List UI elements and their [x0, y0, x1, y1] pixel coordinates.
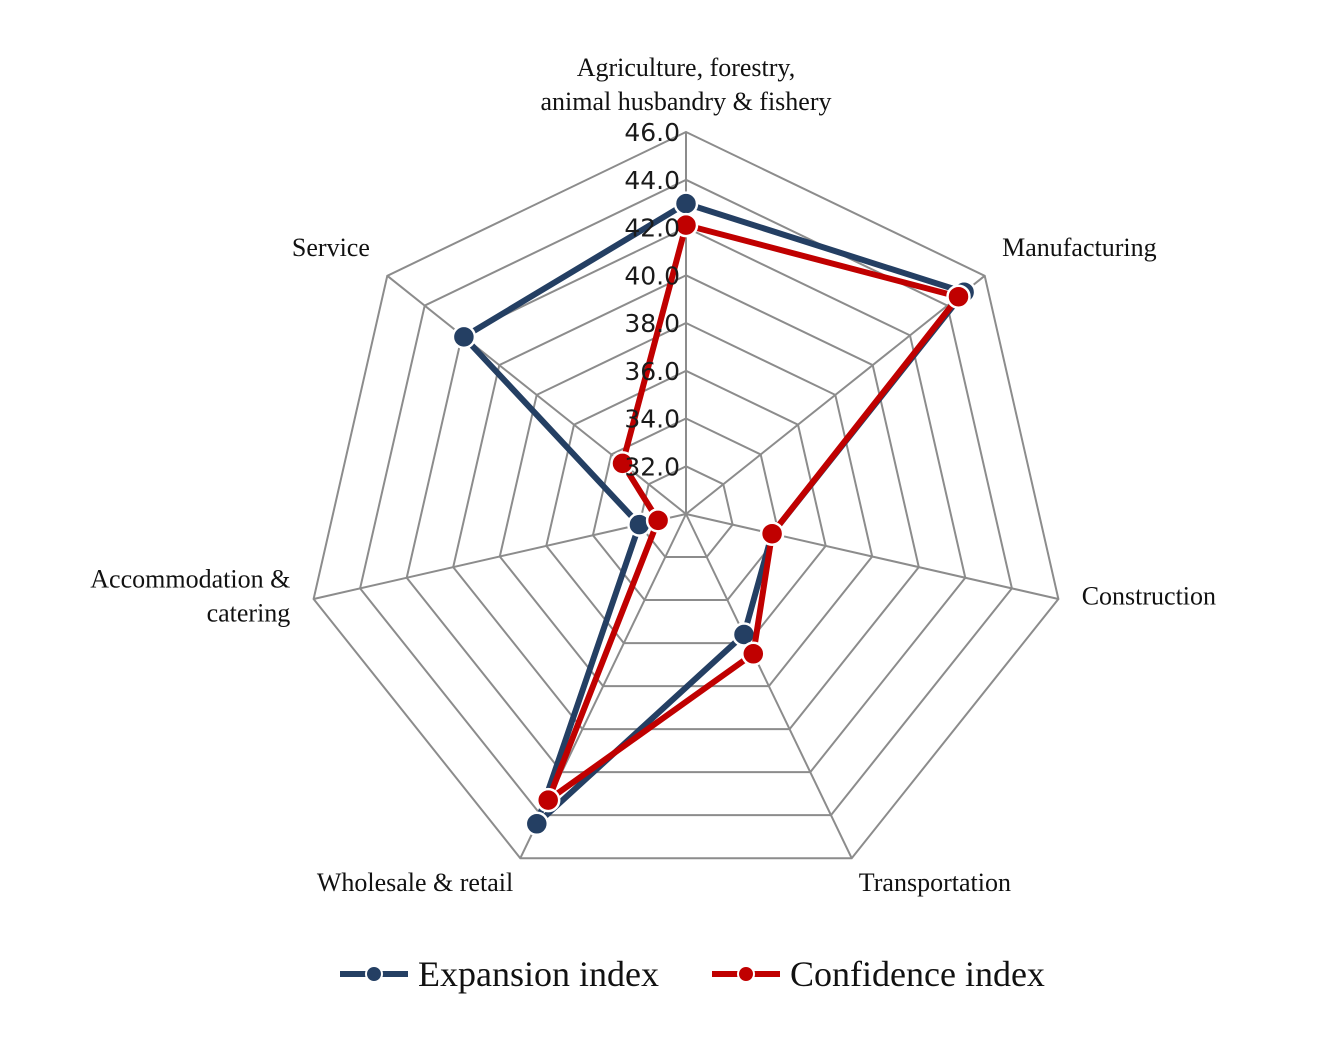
category-label-4: Wholesale & retail — [317, 868, 513, 897]
data-point-1-4 — [535, 787, 561, 813]
data-point-1-6 — [610, 451, 635, 476]
data-point-0-6 — [451, 324, 477, 350]
category-label-line: Manufacturing — [1002, 233, 1157, 262]
tick-label: 42.0 — [624, 214, 680, 243]
data-series — [451, 191, 977, 837]
legend-entry-1: Confidence index — [712, 954, 1045, 994]
category-label-line: Construction — [1082, 582, 1216, 611]
legend-swatch-marker — [365, 965, 383, 983]
tick-label: 40.0 — [624, 261, 680, 290]
category-label-line: Agriculture, forestry, — [577, 53, 796, 82]
category-label-line: Service — [292, 233, 370, 262]
data-point-1-3 — [741, 641, 766, 667]
data-point-1-0 — [673, 212, 699, 238]
category-label-line: catering — [207, 599, 291, 628]
data-point-1-1 — [946, 284, 971, 309]
radar-grid — [312, 130, 1060, 860]
grid-ring-5 — [405, 226, 967, 774]
data-point-1-5 — [645, 508, 671, 533]
data-point-1-2 — [759, 521, 785, 546]
tick-label: 34.0 — [624, 405, 680, 434]
legend: Expansion index Confidence index — [340, 954, 1045, 994]
tick-label: 38.0 — [624, 309, 680, 338]
category-label-line: animal husbandry & fishery — [541, 87, 832, 116]
legend-label: Expansion index — [418, 954, 659, 994]
series-1 — [535, 212, 971, 813]
tick-label: 44.0 — [624, 166, 680, 195]
tick-label: 32.0 — [624, 452, 680, 481]
grid-ring-6 — [359, 178, 1013, 817]
grid-spoke-1 — [685, 275, 986, 515]
category-label-1: Manufacturing — [1002, 233, 1157, 262]
data-point-0-0 — [673, 191, 699, 216]
category-label-line: Transportation — [859, 868, 1011, 897]
category-label-6: Service — [292, 233, 370, 262]
category-label-3: Transportation — [859, 868, 1011, 897]
category-label-line: Accommodation & — [90, 565, 290, 594]
category-label-0: Agriculture, forestry, animal husbandry &… — [541, 53, 832, 116]
category-labels: Agriculture, forestry, animal husbandry &… — [90, 53, 1216, 897]
grid-spoke-5 — [313, 513, 687, 600]
grid-ring-7 — [312, 130, 1060, 860]
radial-axis-ticks: 32.0 34.0 36.0 38.0 40.0 42.0 44.0 46.0 — [624, 118, 680, 481]
category-label-line: Wholesale & retail — [317, 868, 513, 897]
grid-spoke-2 — [685, 513, 1059, 600]
grid-spoke-6 — [386, 275, 687, 515]
legend-label: Confidence index — [790, 954, 1045, 994]
data-point-0-4 — [524, 811, 550, 837]
grid-ring-1 — [591, 417, 781, 601]
tick-label: 36.0 — [624, 357, 680, 386]
grid-spoke-3 — [685, 513, 853, 859]
grid-ring-0 — [638, 465, 734, 558]
tick-label: 46.0 — [624, 118, 680, 147]
category-label-5: Accommodation & catering — [90, 565, 290, 628]
legend-swatch-marker — [737, 965, 755, 983]
series-line-0 — [459, 200, 970, 827]
grid-ring-2 — [545, 369, 827, 645]
legend-entry-0: Expansion index — [340, 954, 659, 994]
category-label-2: Construction — [1082, 582, 1216, 611]
